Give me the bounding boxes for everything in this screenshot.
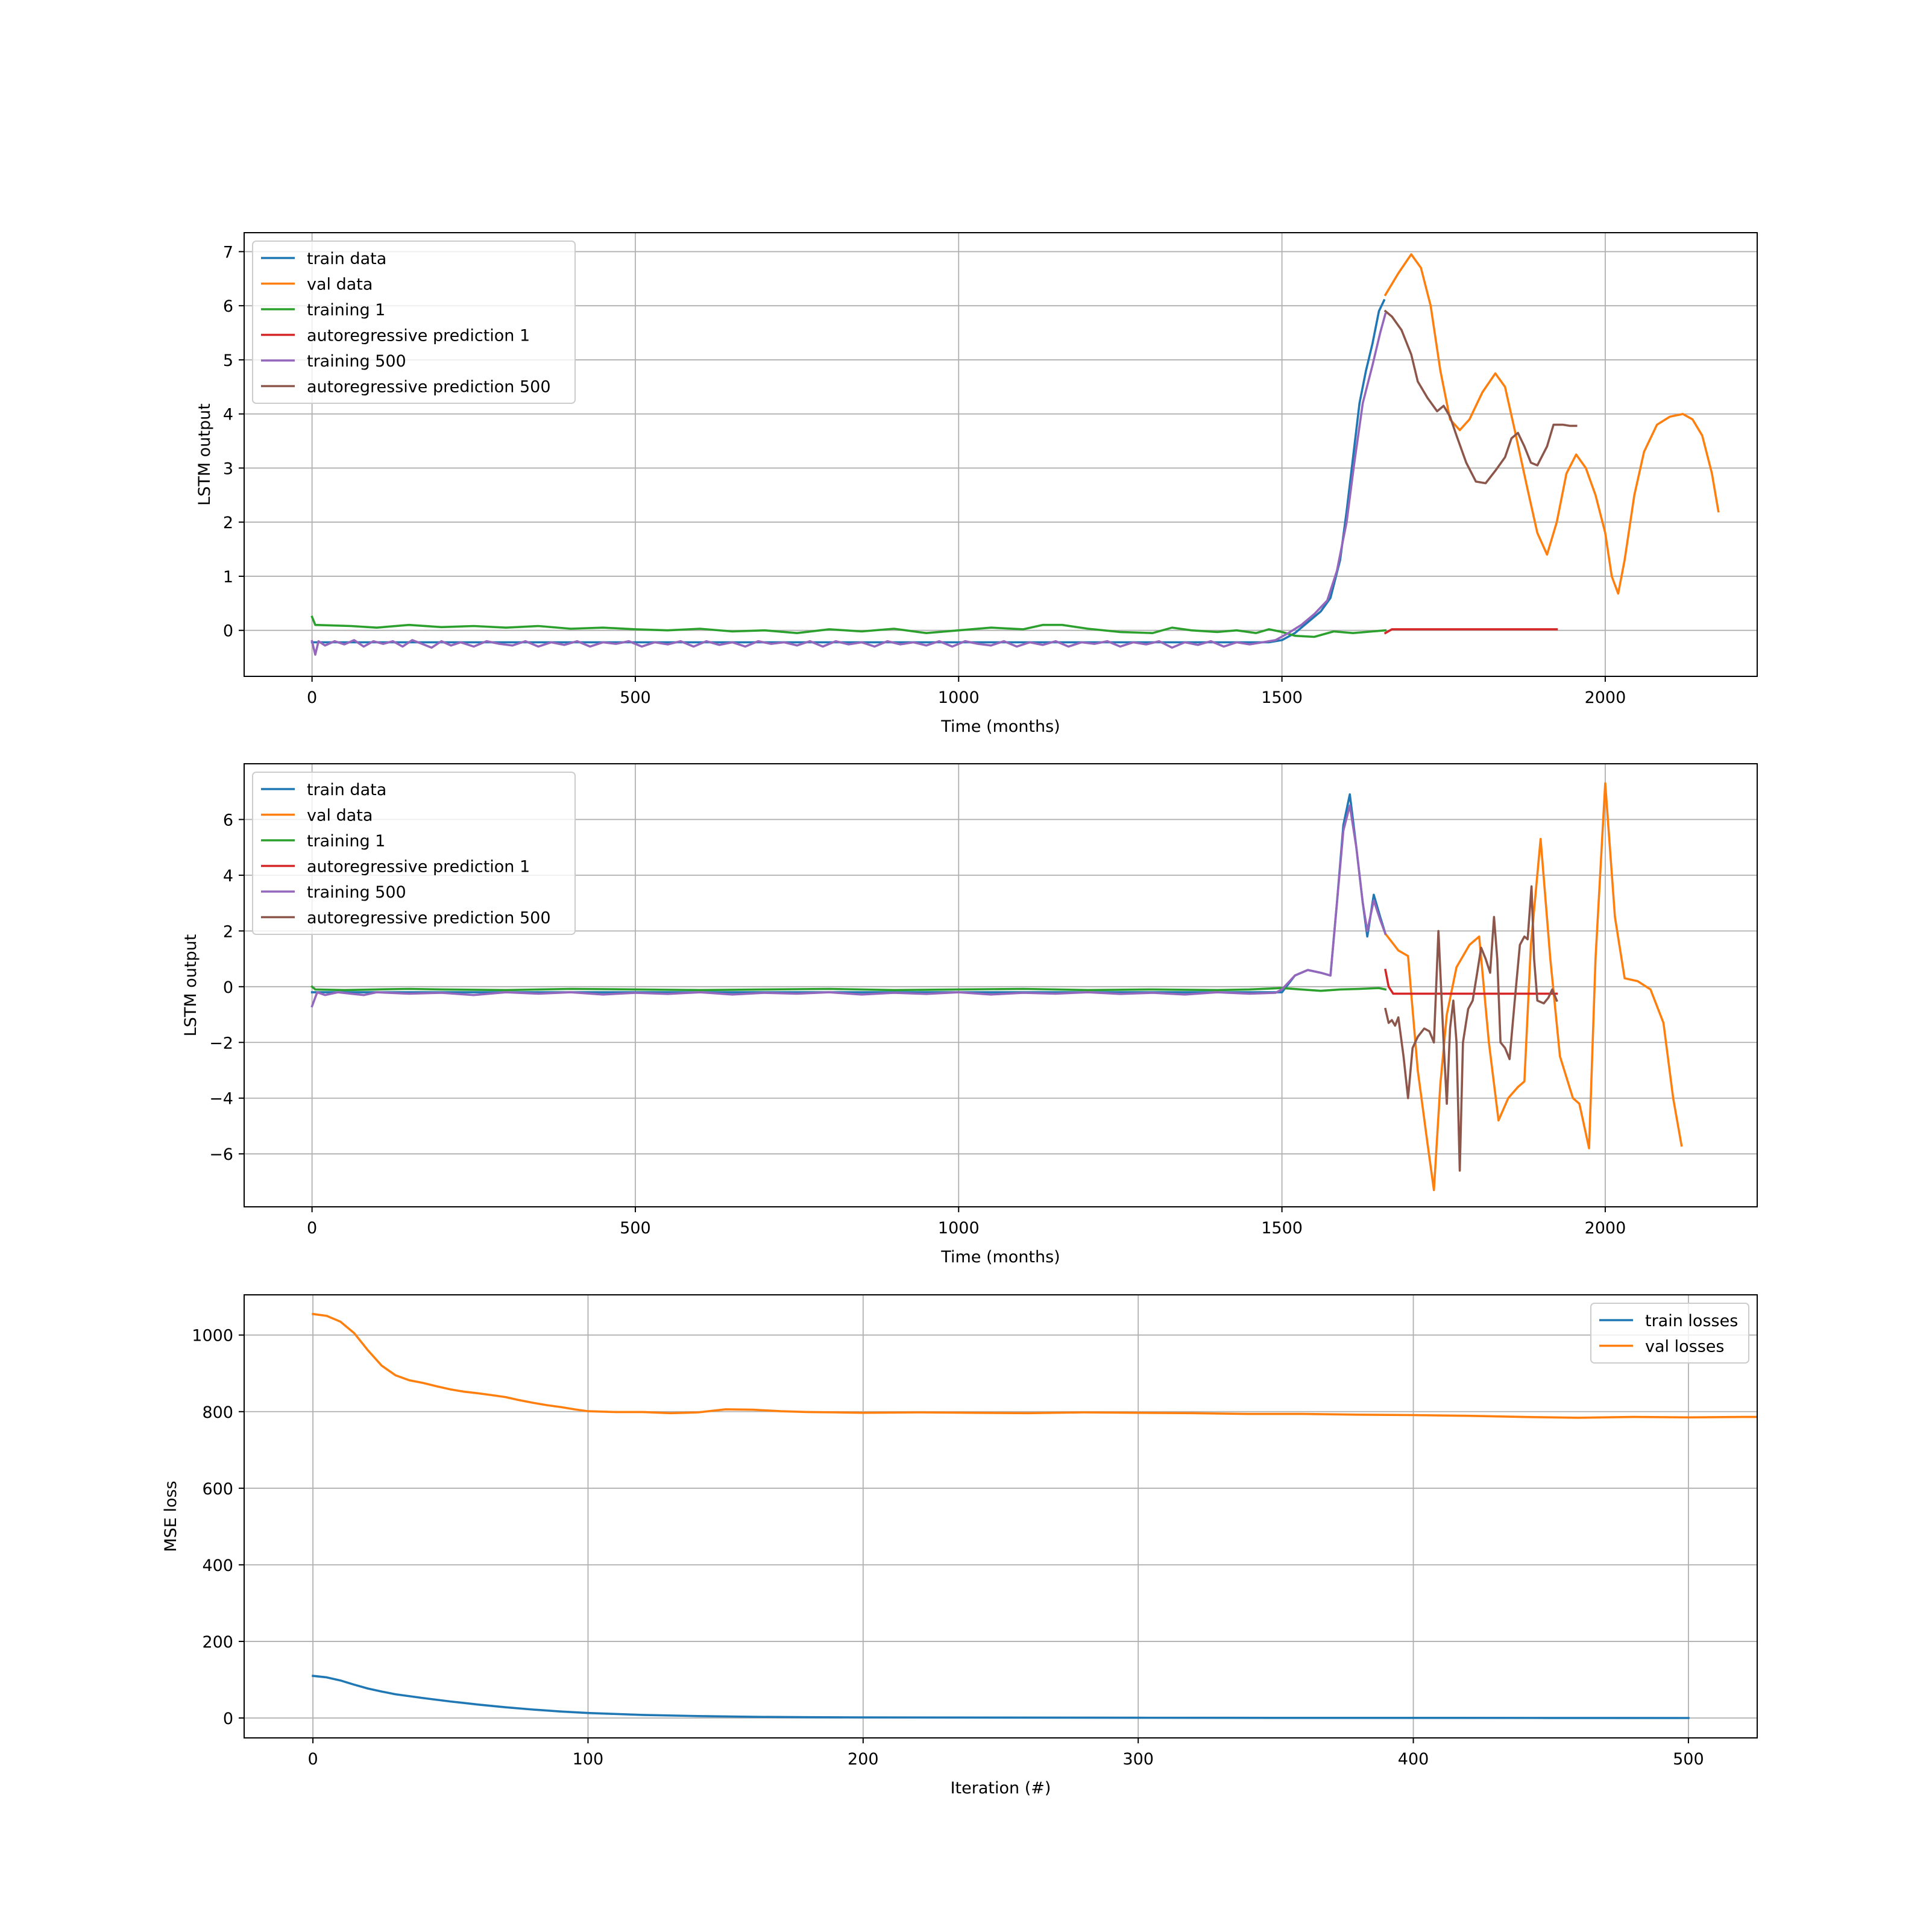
- x-tick-label: 1500: [1261, 1219, 1303, 1238]
- series-line-val-data: [1383, 253, 1720, 595]
- x-tick-label: 500: [1673, 1750, 1704, 1769]
- top-chart-panel: 0 500 1000 1500 2000 0 1 2 3 4 5 6 7 Time (months) LST…: [195, 232, 1758, 736]
- y-tick-label: 6: [223, 297, 233, 316]
- legend-label: train losses: [1645, 1312, 1738, 1330]
- series-line-val-losses: [312, 1312, 1757, 1419]
- legend-box: [252, 772, 576, 935]
- x-tick-label: 500: [620, 688, 651, 707]
- legend-label: val losses: [1645, 1338, 1724, 1356]
- y-tick-label: 5: [223, 351, 233, 370]
- x-tick-label: 1500: [1261, 688, 1303, 707]
- legend-box: [1590, 1303, 1749, 1364]
- y-tick-label: 6: [223, 811, 233, 829]
- series-line-train-losses: [312, 1675, 1690, 1719]
- axes-frame: [244, 232, 1758, 677]
- y-tick-label: 0: [223, 622, 233, 641]
- legend-label: val data: [307, 275, 373, 294]
- series-line-autoregressive-prediction-500: [1383, 309, 1578, 485]
- y-tick-label: −6: [209, 1145, 233, 1164]
- legend-label: training 1: [307, 832, 385, 851]
- y-tick-label: 200: [202, 1633, 233, 1652]
- legend-label: train data: [307, 781, 386, 799]
- x-tick-label: 0: [307, 688, 317, 707]
- series-line-autoregressive-prediction-500: [1384, 885, 1558, 1172]
- series-line-autoregressive-prediction-1: [1383, 628, 1558, 635]
- x-tick-label: 0: [307, 1219, 317, 1238]
- legend-label: val data: [307, 807, 373, 825]
- y-tick-label: 800: [202, 1403, 233, 1422]
- y-axis-label: MSE loss: [162, 1480, 180, 1552]
- y-axis-label: LSTM output: [195, 403, 214, 506]
- x-tick-label: 1000: [938, 1219, 980, 1238]
- x-tick-label: 1000: [938, 688, 980, 707]
- y-tick-label: 600: [202, 1480, 233, 1499]
- bottom-chart-panel: 0 100 200 300 400 500 0 200 400 600 800 1000 Iterati…: [162, 1294, 1758, 1798]
- y-tick-label: −2: [209, 1034, 233, 1053]
- series-line-training-500: [310, 312, 1387, 656]
- y-tick-label: 0: [223, 1710, 233, 1728]
- middle-chart-panel: 0 500 1000 1500 2000 −6 −4 −2 0 2 4 6 Time (months) L…: [181, 763, 1758, 1266]
- axes-frame: [244, 763, 1758, 1207]
- x-axis-label: Time (months): [940, 717, 1060, 736]
- y-tick-label: 3: [223, 459, 233, 478]
- x-axis-label: Time (months): [940, 1248, 1060, 1266]
- y-tick-label: 1: [223, 568, 233, 587]
- x-tick-label: 500: [620, 1219, 651, 1238]
- series-line-training-1: [310, 985, 1387, 992]
- x-axis-label: Iteration (#): [951, 1779, 1051, 1798]
- series-line-training-500: [310, 804, 1387, 1008]
- y-tick-label: 2: [223, 514, 233, 532]
- y-tick-label: 4: [223, 406, 233, 424]
- y-tick-label: 0: [223, 978, 233, 997]
- x-tick-label: 400: [1398, 1750, 1429, 1769]
- y-tick-label: −4: [209, 1090, 233, 1109]
- legend: train data val data training 1 autoregressi…: [252, 241, 576, 404]
- y-axis-label: LSTM output: [181, 934, 200, 1037]
- legend-label: autoregressive prediction 500: [307, 909, 551, 928]
- y-tick-label: 4: [223, 867, 233, 886]
- legend-label: train data: [307, 250, 386, 268]
- legend-label: training 1: [307, 301, 385, 319]
- legend-label: autoregressive prediction 1: [307, 858, 530, 876]
- legend-box: [252, 241, 576, 404]
- x-tick-label: 200: [848, 1750, 879, 1769]
- y-tick-label: 400: [202, 1556, 233, 1575]
- x-tick-label: 0: [307, 1750, 318, 1769]
- x-tick-label: 300: [1122, 1750, 1154, 1769]
- series-line-training-1: [310, 615, 1387, 638]
- series-line-autoregressive-prediction-1: [1384, 968, 1558, 995]
- legend: train data val data training 1 autoregressi…: [252, 772, 576, 935]
- y-tick-label: 7: [223, 243, 233, 262]
- series-line-val-data: [1383, 782, 1683, 1192]
- y-tick-label: 2: [223, 922, 233, 941]
- legend-label: training 500: [307, 883, 406, 902]
- x-tick-label: 100: [573, 1750, 604, 1769]
- x-tick-label: 2000: [1585, 688, 1626, 707]
- x-tick-label: 2000: [1585, 1219, 1626, 1238]
- legend-label: autoregressive prediction 1: [307, 327, 530, 345]
- legend-label: autoregressive prediction 500: [307, 378, 551, 397]
- legend: train losses val losses: [1590, 1303, 1749, 1364]
- legend-label: training 500: [307, 352, 406, 371]
- axes-frame: [244, 1294, 1758, 1738]
- y-tick-label: 1000: [192, 1327, 233, 1345]
